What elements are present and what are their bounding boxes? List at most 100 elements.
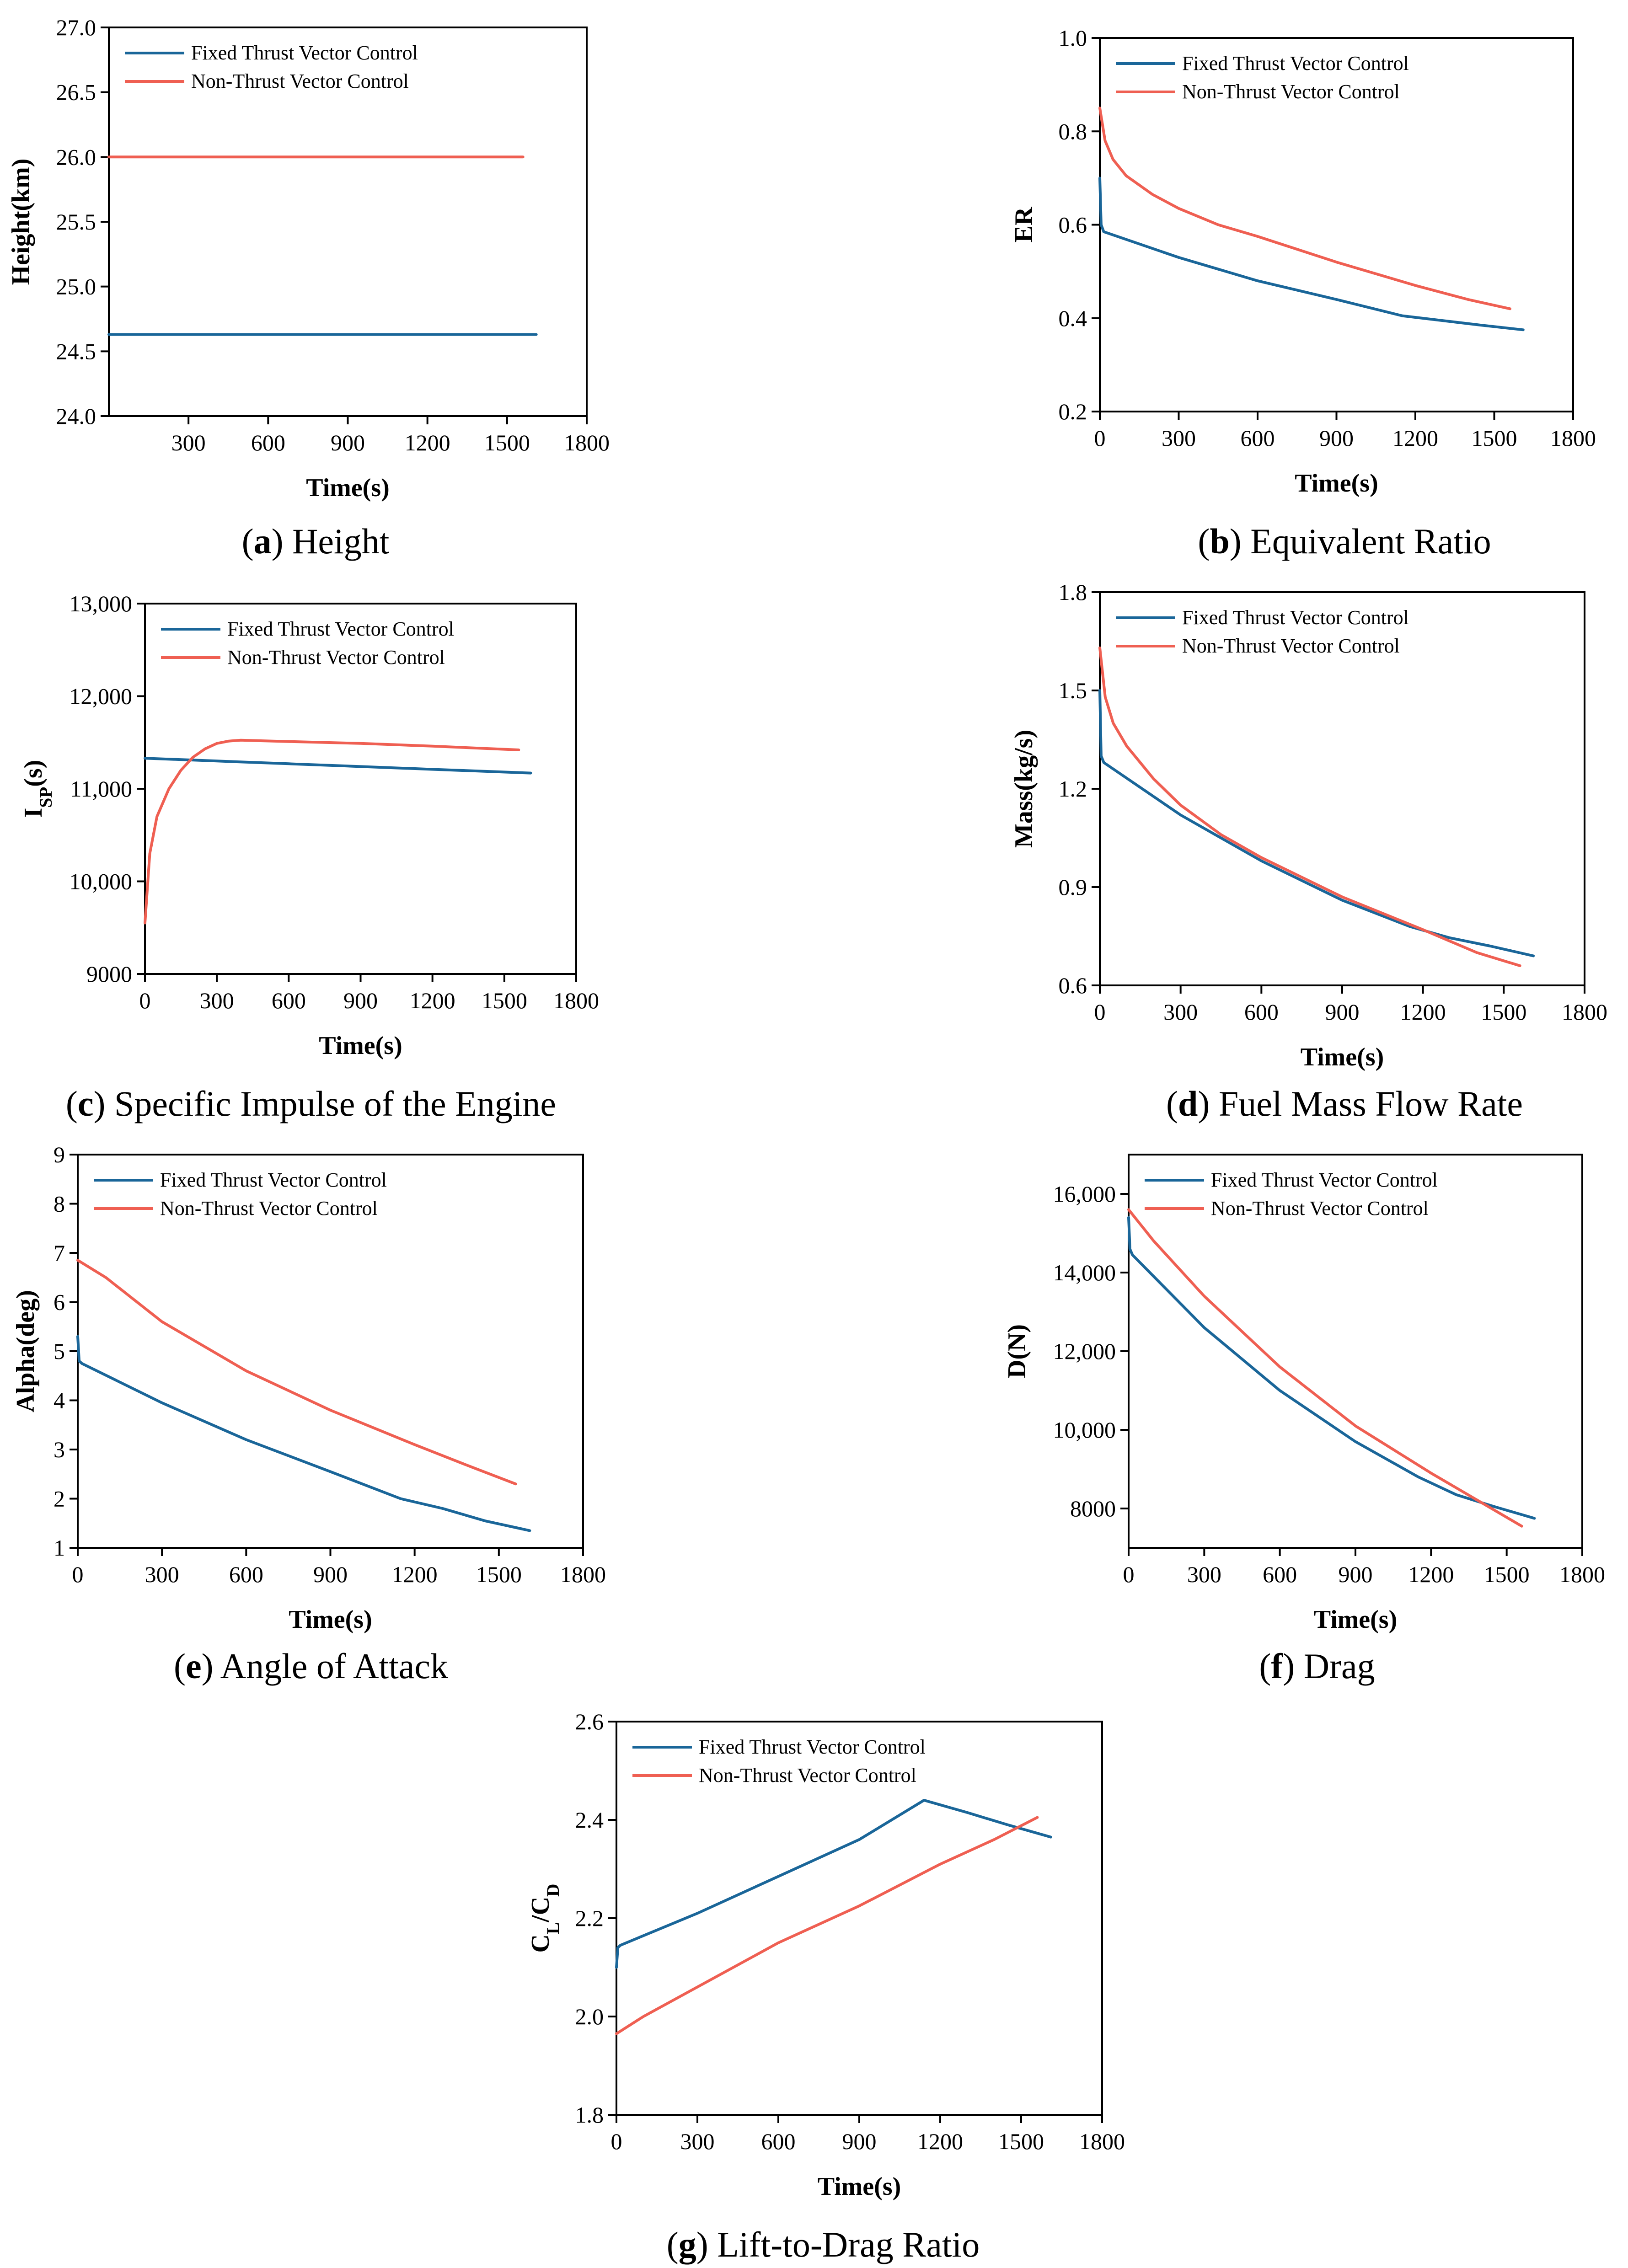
legend-label: Fixed Thrust Vector Control xyxy=(1182,52,1409,75)
y-tick-label: 25.0 xyxy=(56,274,96,300)
legend-label: Non-Thrust Vector Control xyxy=(1182,80,1400,103)
y-tick-label: 26.0 xyxy=(56,144,96,170)
y-axis-label: D(N) xyxy=(1003,1324,1031,1378)
y-tick-label: 3 xyxy=(54,1437,65,1462)
x-tick-label: 1200 xyxy=(405,430,450,455)
x-axis-label: Time(s) xyxy=(818,2172,901,2201)
x-tick-label: 300 xyxy=(145,1562,179,1587)
series-line-non xyxy=(1127,1208,1523,1528)
y-tick-label: 1.8 xyxy=(1059,579,1087,605)
y-tick-label: 10,000 xyxy=(1053,1417,1116,1443)
x-axis-label: Time(s) xyxy=(319,1032,402,1060)
chart-panel-f: 0 300 600 900 1200 1500 1800 8000 10,000 12,000 14… xyxy=(1003,1154,1605,1686)
series-line-fixed xyxy=(1098,689,1535,957)
y-tick-label: 24.5 xyxy=(56,338,96,364)
x-tick-label: 1200 xyxy=(1400,999,1446,1025)
y-tick-label: 9 xyxy=(54,1142,65,1167)
x-tick-label: 1800 xyxy=(1079,2129,1125,2154)
y-tick-label: 14,000 xyxy=(1053,1260,1116,1285)
x-tick-label: 1800 xyxy=(1550,425,1596,451)
x-tick-label: 300 xyxy=(200,988,234,1013)
y-axis-label: Alpha(deg) xyxy=(11,1290,40,1412)
legend-label: Non-Thrust Vector Control xyxy=(191,70,409,92)
y-tick-label: 1.0 xyxy=(1059,25,1087,51)
y-axis-label: ISP(s) xyxy=(19,760,56,818)
legend-label: Non-Thrust Vector Control xyxy=(1211,1197,1429,1220)
legend-label: Fixed Thrust Vector Control xyxy=(699,1736,926,1758)
y-tick-label: 13,000 xyxy=(70,591,133,616)
y-tick-label: 2.4 xyxy=(575,1807,604,1833)
y-tick-label: 0.9 xyxy=(1059,874,1087,900)
series-line-fixed xyxy=(76,1335,531,1532)
panel-caption: (d) Fuel Mass Flow Rate xyxy=(1166,1084,1523,1123)
x-tick-label: 600 xyxy=(1244,999,1279,1025)
chart-panel-g: 0 300 600 900 1200 1500 1800 1.8 2.0 2.2 2.4 2.6 Tim… xyxy=(526,1709,1125,2264)
panel-caption: (f) Drag xyxy=(1259,1646,1375,1686)
y-tick-label: 0.8 xyxy=(1059,118,1087,144)
x-tick-label: 900 xyxy=(842,2129,877,2154)
x-tick-label: 0 xyxy=(1123,1562,1135,1587)
x-tick-label: 0 xyxy=(139,988,151,1013)
y-tick-label: 9000 xyxy=(86,961,132,987)
x-tick-label: 300 xyxy=(680,2129,715,2154)
series-line-fixed xyxy=(144,757,532,775)
y-tick-label: 25.5 xyxy=(56,209,96,235)
chart-panel-a: 300 600 900 1200 1500 1800 24.0 24.5 25.0 25.5 26.… xyxy=(7,15,610,561)
x-tick-label: 300 xyxy=(1187,1562,1221,1587)
x-tick-label: 1800 xyxy=(560,1562,606,1587)
y-tick-label: 1.5 xyxy=(1059,678,1087,703)
x-tick-label: 1800 xyxy=(564,430,610,455)
x-tick-label: 0 xyxy=(1094,425,1106,451)
y-tick-label: 0.2 xyxy=(1059,399,1087,424)
chart-panel-c: 0 300 600 900 1200 1500 1800 9000 10,000 11,000 12… xyxy=(19,591,599,1123)
y-tick-label: 16,000 xyxy=(1053,1181,1116,1207)
y-tick-label: 10,000 xyxy=(70,869,133,894)
x-tick-label: 1200 xyxy=(917,2129,963,2154)
y-axis-label: ER xyxy=(1010,207,1038,242)
legend-label: Non-Thrust Vector Control xyxy=(160,1197,378,1220)
x-tick-label: 0 xyxy=(611,2129,622,2154)
x-tick-label: 300 xyxy=(1163,999,1198,1025)
y-tick-label: 26.5 xyxy=(56,80,96,105)
x-tick-label: 900 xyxy=(343,988,378,1013)
x-tick-label: 1500 xyxy=(1484,1562,1530,1587)
x-tick-label: 1500 xyxy=(1472,425,1517,451)
y-tick-label: 1.2 xyxy=(1059,776,1087,802)
y-axis-label: Mass(kg/s) xyxy=(1010,730,1038,848)
x-tick-label: 900 xyxy=(313,1562,348,1587)
x-axis-label: Time(s) xyxy=(1314,1605,1398,1634)
legend-label: Non-Thrust Vector Control xyxy=(1182,635,1400,657)
chart-panel-e: 0 300 600 900 1200 1500 1800 1 2 3 4 5 6 7 8 9 Time(s) Al… xyxy=(11,1142,606,1686)
y-tick-label: 11,000 xyxy=(70,776,132,802)
y-tick-label: 12,000 xyxy=(1053,1338,1116,1364)
x-axis-label: Time(s) xyxy=(306,474,390,502)
x-tick-label: 0 xyxy=(72,1562,84,1587)
x-tick-label: 1500 xyxy=(1481,999,1526,1025)
panel-caption: (g) Lift-to-Drag Ratio xyxy=(667,2225,980,2264)
series-line-fixed xyxy=(1098,177,1525,332)
panel-caption: (b) Equivalent Ratio xyxy=(1198,521,1491,561)
y-tick-label: 0.6 xyxy=(1059,973,1087,998)
series-line-non xyxy=(76,1259,517,1486)
x-tick-label: 1200 xyxy=(1408,1562,1454,1587)
x-tick-label: 0 xyxy=(1094,999,1106,1025)
legend-label: Fixed Thrust Vector Control xyxy=(1182,606,1409,629)
legend-label: Fixed Thrust Vector Control xyxy=(160,1169,387,1191)
y-tick-label: 6 xyxy=(54,1289,65,1315)
x-axis-label: Time(s) xyxy=(1295,469,1378,497)
panel-caption: (e) Angle of Attack xyxy=(174,1646,448,1686)
y-tick-label: 4 xyxy=(54,1388,65,1413)
x-tick-label: 1500 xyxy=(476,1562,522,1587)
chart-panel-d: 0 300 600 900 1200 1500 1800 0.6 0.9 1.2 1.5 1.8 Tim… xyxy=(1010,579,1607,1123)
legend-label: Non-Thrust Vector Control xyxy=(227,646,445,669)
x-tick-label: 600 xyxy=(251,430,285,455)
y-axis-label: CL/CD xyxy=(526,1884,563,1953)
y-tick-label: 2.6 xyxy=(575,1709,604,1734)
y-tick-label: 2.2 xyxy=(575,1905,604,1931)
chart-panel-b: 0 300 600 900 1200 1500 1800 0.2 0.4 0.6 0.8 1.0 Tim… xyxy=(1010,25,1596,561)
y-tick-label: 1 xyxy=(54,1535,65,1561)
y-tick-label: 0.4 xyxy=(1059,305,1087,331)
x-tick-label: 600 xyxy=(1241,425,1275,451)
y-tick-label: 24.0 xyxy=(56,403,96,429)
